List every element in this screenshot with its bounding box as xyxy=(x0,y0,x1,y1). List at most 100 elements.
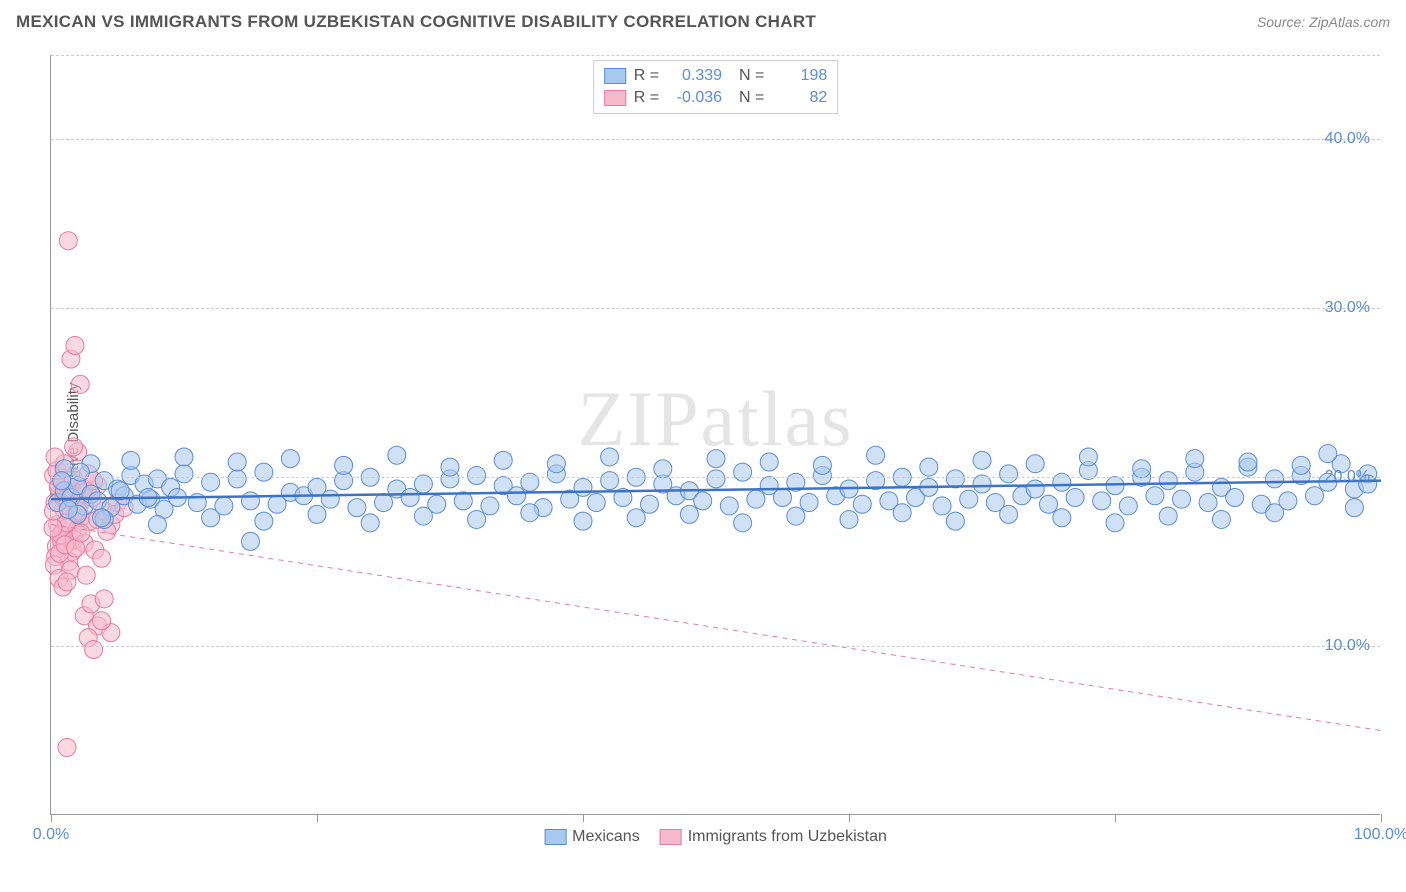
scatter-point xyxy=(1079,448,1097,466)
scatter-point xyxy=(361,514,379,532)
scatter-point xyxy=(481,497,499,515)
xtick xyxy=(1115,814,1116,822)
scatter-point xyxy=(59,500,77,518)
swatch-blue xyxy=(604,68,626,84)
legend-row-pink: R = -0.036 N = 82 xyxy=(604,87,828,109)
scatter-point xyxy=(840,510,858,528)
legend-label-pink: Immigrants from Uzbekistan xyxy=(688,828,887,846)
scatter-point xyxy=(800,494,818,512)
scatter-point xyxy=(148,516,166,534)
scatter-point xyxy=(53,472,71,490)
scatter-point xyxy=(228,453,246,471)
scatter-point xyxy=(1000,465,1018,483)
xtick xyxy=(317,814,318,822)
scatter-point xyxy=(1040,495,1058,513)
scatter-point xyxy=(694,492,712,510)
r-value-blue: 0.339 xyxy=(667,67,722,85)
scatter-point xyxy=(202,473,220,491)
r-value-pink: -0.036 xyxy=(667,89,722,107)
source-label: Source: ZipAtlas.com xyxy=(1257,14,1390,30)
scatter-point xyxy=(1292,456,1310,474)
scatter-point xyxy=(747,490,765,508)
scatter-point xyxy=(281,450,299,468)
scatter-point xyxy=(574,478,592,496)
scatter-point xyxy=(494,451,512,469)
scatter-point xyxy=(242,532,260,550)
scatter-point xyxy=(468,467,486,485)
legend-item-blue: Mexicans xyxy=(544,828,640,846)
scatter-point xyxy=(58,738,76,756)
scatter-point xyxy=(1319,445,1337,463)
gridline xyxy=(51,55,1380,56)
scatter-point xyxy=(946,512,964,530)
ytick-label: 30.0% xyxy=(1325,299,1370,317)
chart-title: MEXICAN VS IMMIGRANTS FROM UZBEKISTAN CO… xyxy=(16,12,816,32)
scatter-point xyxy=(1026,455,1044,473)
scatter-point xyxy=(1000,505,1018,523)
scatter-point xyxy=(1119,497,1137,515)
scatter-point xyxy=(1226,488,1244,506)
scatter-point xyxy=(441,458,459,476)
scatter-point xyxy=(375,494,393,512)
chart-svg xyxy=(51,55,1380,814)
scatter-point xyxy=(787,507,805,525)
scatter-point xyxy=(547,455,565,473)
scatter-point xyxy=(95,590,113,608)
scatter-point xyxy=(175,448,193,466)
scatter-point xyxy=(1053,473,1071,491)
scatter-point xyxy=(1199,494,1217,512)
scatter-point xyxy=(228,470,246,488)
xtick xyxy=(849,814,850,822)
scatter-point xyxy=(93,509,111,527)
scatter-point xyxy=(321,490,339,508)
scatter-point xyxy=(58,573,76,591)
scatter-point xyxy=(1345,499,1363,517)
legend-label-blue: Mexicans xyxy=(572,828,640,846)
ytick-label: 10.0% xyxy=(1325,637,1370,655)
scatter-point xyxy=(1159,472,1177,490)
scatter-point xyxy=(255,512,273,530)
scatter-point xyxy=(65,438,83,456)
scatter-point xyxy=(335,456,353,474)
scatter-point xyxy=(1159,507,1177,525)
scatter-point xyxy=(1306,487,1324,505)
scatter-point xyxy=(508,487,526,505)
scatter-point xyxy=(1106,477,1124,495)
scatter-point xyxy=(587,494,605,512)
r-label: R = xyxy=(634,89,659,107)
swatch-pink-2 xyxy=(660,829,682,845)
scatter-point xyxy=(973,451,991,469)
legend-row-blue: R = 0.339 N = 198 xyxy=(604,65,828,87)
scatter-point xyxy=(960,490,978,508)
scatter-point xyxy=(255,463,273,481)
scatter-point xyxy=(93,612,111,630)
scatter-point xyxy=(654,460,672,478)
gridline xyxy=(51,139,1380,140)
scatter-point xyxy=(601,448,619,466)
scatter-point xyxy=(1133,460,1151,478)
scatter-point xyxy=(93,549,111,567)
scatter-point xyxy=(1106,514,1124,532)
scatter-point xyxy=(707,470,725,488)
scatter-point xyxy=(680,505,698,523)
xtick xyxy=(51,814,52,822)
trend-line xyxy=(51,525,1381,731)
scatter-point xyxy=(867,446,885,464)
scatter-point xyxy=(627,509,645,527)
scatter-point xyxy=(893,504,911,522)
ytick-label: 20.0% xyxy=(1325,468,1370,486)
scatter-point xyxy=(641,495,659,513)
scatter-point xyxy=(414,507,432,525)
scatter-point xyxy=(1093,492,1111,510)
gridline xyxy=(51,308,1380,309)
r-label: R = xyxy=(634,67,659,85)
scatter-point xyxy=(44,519,62,537)
swatch-blue-2 xyxy=(544,829,566,845)
gridline xyxy=(51,646,1380,647)
scatter-point xyxy=(1212,510,1230,528)
xtick xyxy=(1381,814,1382,822)
correlation-legend: R = 0.339 N = 198 R = -0.036 N = 82 xyxy=(593,60,839,114)
scatter-point xyxy=(1146,487,1164,505)
plot-area: ZIPatlas R = 0.339 N = 198 R = -0.036 N … xyxy=(50,55,1380,815)
scatter-point xyxy=(122,451,140,469)
